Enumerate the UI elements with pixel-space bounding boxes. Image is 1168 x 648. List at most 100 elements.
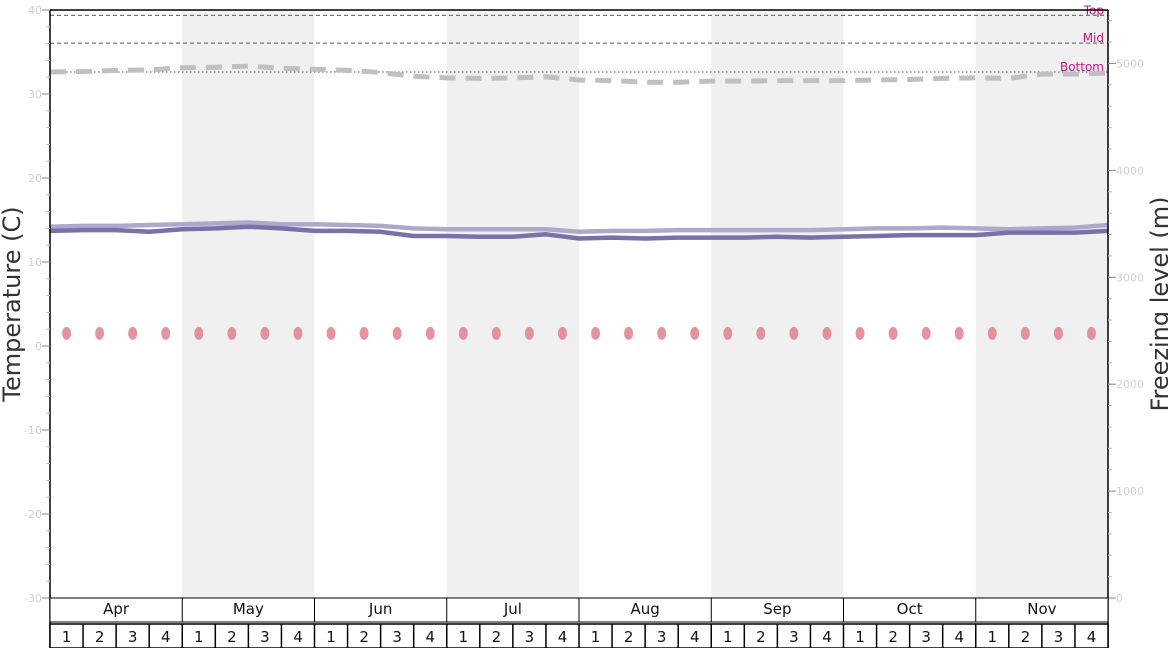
month-label-may: May xyxy=(233,600,264,618)
week-label: 3 xyxy=(657,628,667,646)
left-tick-label: 30 xyxy=(28,88,42,101)
rain-marker xyxy=(657,326,667,340)
right-tick-label: 5000 xyxy=(1116,57,1144,70)
right-tick-label: 4000 xyxy=(1116,164,1144,177)
week-label: 1 xyxy=(723,628,733,646)
month-shading-bands xyxy=(182,10,1108,598)
ref-label-bottom: Bottom xyxy=(1060,60,1104,74)
rain-marker xyxy=(458,326,468,340)
week-label: 2 xyxy=(888,628,898,646)
week-label: 4 xyxy=(954,628,964,646)
month-band-sep xyxy=(711,10,844,598)
week-label: 3 xyxy=(921,628,931,646)
right-tick-label: 0 xyxy=(1116,592,1123,605)
rain-marker xyxy=(62,326,72,340)
rain-marker xyxy=(326,326,336,340)
week-label: 3 xyxy=(789,628,799,646)
week-label: 4 xyxy=(293,628,303,646)
rain-marker xyxy=(888,326,898,340)
right-axis-ticks: 0 1000 2000 3000 4000 5000 xyxy=(1108,20,1144,605)
data-series xyxy=(49,63,1109,340)
week-label: 1 xyxy=(62,628,72,646)
rain-marker xyxy=(1086,326,1096,340)
rain-marker xyxy=(128,326,138,340)
month-label-jul: Jul xyxy=(503,600,522,618)
rain-marker xyxy=(293,326,303,340)
week-label: 1 xyxy=(459,628,469,646)
month-label-jun: Jun xyxy=(368,600,392,618)
rain-marker xyxy=(987,326,997,340)
week-label: 4 xyxy=(1087,628,1097,646)
rain-marker xyxy=(425,326,435,340)
week-label: 3 xyxy=(525,628,535,646)
week-label: 4 xyxy=(690,628,700,646)
week-label: 1 xyxy=(591,628,601,646)
week-label: 2 xyxy=(756,628,766,646)
left-tick-label: 0 xyxy=(35,340,42,353)
week-label: 2 xyxy=(359,628,369,646)
freezing-level-line xyxy=(49,63,1109,85)
rain-marker xyxy=(1053,326,1063,340)
left-tick-label: 10 xyxy=(28,256,42,269)
week-label: 3 xyxy=(392,628,402,646)
week-label: 1 xyxy=(194,628,204,646)
right-tick-label: 1000 xyxy=(1116,485,1144,498)
rain-marker xyxy=(95,326,105,340)
rain-marker xyxy=(359,326,369,340)
month-label-aug: Aug xyxy=(630,600,659,618)
rain-marker xyxy=(392,326,402,340)
week-row: 1 2 3 4 1 2 3 4 1 2 3 4 1 2 3 4 1 2 3 4 1 2 3 4 1 2 3 4 1 2 3 4 xyxy=(49,623,1109,648)
rain-marker xyxy=(822,326,832,340)
left-axis-ticks: -30 -20 -10 0 10 20 30 40 xyxy=(24,4,50,605)
temperature-line-2 xyxy=(49,224,1109,241)
ref-label-mid: Mid xyxy=(1083,31,1104,45)
rain-marker xyxy=(194,326,204,340)
rain-marker xyxy=(954,326,964,340)
month-label-sep: Sep xyxy=(763,600,791,618)
temperature-line-1 xyxy=(49,220,1109,235)
week-label: 2 xyxy=(1021,628,1031,646)
month-label-nov: Nov xyxy=(1027,600,1056,618)
left-tick-label: 20 xyxy=(28,172,42,185)
month-label-oct: Oct xyxy=(897,600,923,618)
rain-marker xyxy=(227,326,237,340)
rain-marker xyxy=(855,326,865,340)
rain-marker xyxy=(161,326,171,340)
month-band-nov xyxy=(975,10,1108,598)
week-label: 3 xyxy=(128,628,138,646)
week-label: 1 xyxy=(326,628,336,646)
rain-marker xyxy=(690,326,700,340)
rain-marker xyxy=(723,326,733,340)
rain-marker xyxy=(1020,326,1030,340)
month-row: Apr May Jun Jul Aug Sep Oct Nov xyxy=(49,597,1109,623)
rain-marker xyxy=(789,326,799,340)
rain-marker xyxy=(260,326,270,340)
rain-marker xyxy=(491,326,501,340)
rain-marker xyxy=(524,326,534,340)
rain-marker xyxy=(557,326,567,340)
left-tick-label: -20 xyxy=(24,508,42,521)
rain-marker xyxy=(591,326,601,340)
week-label: 3 xyxy=(1054,628,1064,646)
week-label: 2 xyxy=(492,628,502,646)
left-tick-label: 40 xyxy=(28,4,42,17)
week-label: 1 xyxy=(988,628,998,646)
right-tick-label: 2000 xyxy=(1116,378,1144,391)
week-label: 4 xyxy=(822,628,832,646)
week-label: 4 xyxy=(161,628,171,646)
week-label: 1 xyxy=(855,628,865,646)
week-label: 3 xyxy=(260,628,270,646)
week-label: 2 xyxy=(227,628,237,646)
left-tick-label: -10 xyxy=(24,424,42,437)
month-band-may xyxy=(182,10,315,598)
rain-marker xyxy=(921,326,931,340)
right-tick-label: 3000 xyxy=(1116,271,1144,284)
week-label: 4 xyxy=(425,628,435,646)
week-label: 2 xyxy=(624,628,634,646)
left-axis-title: Temperature (C) xyxy=(0,206,26,402)
rain-marker xyxy=(624,326,634,340)
week-label: 2 xyxy=(95,628,105,646)
month-label-apr: Apr xyxy=(103,600,130,618)
